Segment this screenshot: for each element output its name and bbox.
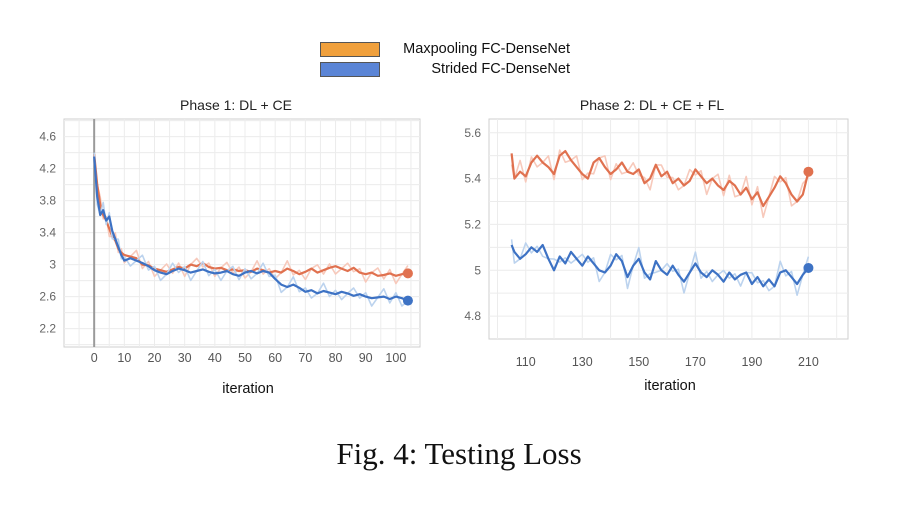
charts-canvas: 2.2 2.6 3 3.4 3.8 4.2 4.6 0 10 20 30 40 50 60 70 80 90 10… <box>39 97 849 397</box>
chart1-xtick-label: 20 <box>148 351 162 365</box>
legend-swatch-maxpooling <box>320 42 380 57</box>
chart1-ytick-label: 3 <box>49 258 56 272</box>
legend-label-maxpooling: Maxpooling FC-DenseNet <box>403 41 570 57</box>
chart1-ytick-label: 3.4 <box>39 226 56 240</box>
chart1-xtick-label: 60 <box>268 351 282 365</box>
chart2-ytick-label: 5.4 <box>464 172 481 186</box>
chart1-xtick-label: 80 <box>329 351 343 365</box>
chart2-plot-frame <box>488 118 849 340</box>
chart1-xtick-label: 50 <box>238 351 252 365</box>
chart1-ytick-label: 4.2 <box>39 162 56 176</box>
chart1-series-maxpooling-endpoint <box>402 268 413 279</box>
chart1-xlabel: iteration <box>222 381 274 397</box>
chart2-series-strided-line <box>510 243 810 288</box>
chart1-xtick-label: 90 <box>359 351 373 365</box>
chart2-xtick-label: 130 <box>572 355 593 369</box>
chart1-series-strided-endpoint <box>402 295 413 306</box>
chart2-series-strided-endpoint <box>803 262 814 273</box>
chart2-xtick-label: 190 <box>741 355 762 369</box>
chart1-series-maxpooling-line <box>93 154 409 277</box>
chart2-ytick-label: 4.8 <box>464 309 481 323</box>
chart2-ytick-label: 5.6 <box>464 126 481 140</box>
chart1-xtick-label: 10 <box>117 351 131 365</box>
legend-swatch-strided <box>320 62 380 77</box>
chart1-xtick-label: 40 <box>208 351 222 365</box>
chart2-xtick-label: 150 <box>628 355 649 369</box>
chart2-ytick-label: 5.2 <box>464 217 481 231</box>
legend-label-strided: Strided FC-DenseNet <box>431 61 570 77</box>
chart1-series-strided-raw <box>93 152 409 307</box>
chart2-xlabel: iteration <box>644 378 696 394</box>
chart1-series-strided-line <box>93 156 409 302</box>
chart1-ytick-label: 3.8 <box>39 194 56 208</box>
chart2-xtick-label: 110 <box>516 355 536 369</box>
chart2-series-maxpooling-raw <box>510 149 809 219</box>
chart2-ytick-label: 5 <box>474 263 481 277</box>
chart1-title: Phase 1: DL + CE <box>180 97 292 113</box>
chart2-title: Phase 2: DL + CE + FL <box>580 97 724 113</box>
chart1-ytick-label: 2.2 <box>39 322 56 336</box>
figure-caption: Fig. 4: Testing Loss <box>336 436 582 471</box>
chart1-ytick-label: 2.6 <box>39 290 56 304</box>
chart2-series-maxpooling-endpoint <box>803 166 814 177</box>
chart2-series-maxpooling-line <box>510 150 810 208</box>
chart1-xtick-label: 100 <box>385 351 406 365</box>
chart1-xtick-label: 70 <box>298 351 312 365</box>
chart2-xtick-label: 170 <box>685 355 706 369</box>
chart1-xtick-label: 0 <box>91 351 98 365</box>
chart1-ytick-label: 4.6 <box>39 130 56 144</box>
chart1-series-maxpooling-raw <box>93 161 409 285</box>
chart2-xtick-label: 210 <box>798 355 819 369</box>
chart1-xtick-label: 30 <box>178 351 192 365</box>
